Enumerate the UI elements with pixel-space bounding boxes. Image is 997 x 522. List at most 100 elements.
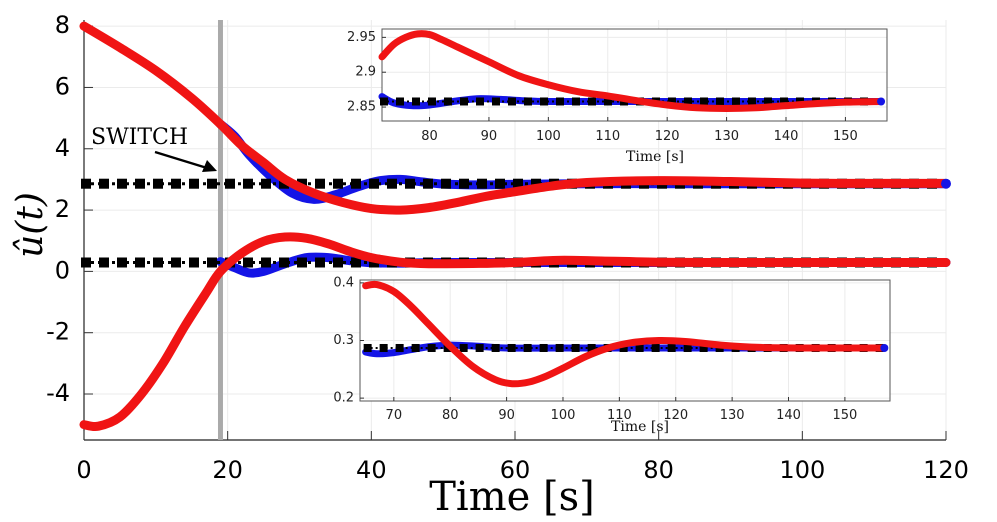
inset-top-reference-marker-0 — [380, 97, 388, 106]
upper-reference-marker-3 — [135, 178, 145, 189]
main-y-tick-label-4: 4 — [55, 134, 70, 162]
upper-reference-marker-7 — [207, 178, 217, 189]
main-x-tick-label-0: 0 — [76, 456, 91, 484]
upper-blue-end-marker — [941, 178, 951, 189]
main-x-tick-label-4: 80 — [643, 456, 674, 484]
upper-reference-marker-10 — [261, 178, 271, 189]
upper-reference-marker-1 — [99, 178, 109, 189]
main-y-axis-label-group: û(t) — [10, 192, 51, 258]
inset-bottom-reference-marker-6 — [459, 343, 468, 352]
main-y-axis-label-paren: (t) — [10, 192, 51, 235]
main-series-group — [79, 20, 951, 440]
upper-reference-marker-17 — [387, 178, 397, 189]
upper-reference-marker-19 — [423, 178, 433, 189]
main-x-axis-label: Time [s] — [429, 474, 595, 520]
main-x-tick-label-5: 100 — [779, 456, 825, 484]
main-y-tick-label-2: 0 — [55, 256, 70, 284]
main-x-tick-label-6: 120 — [923, 456, 969, 484]
inset-bottom-reference-marker-0 — [363, 343, 372, 352]
inset-top-x-tick-label-0: 80 — [421, 129, 438, 144]
inset-top-reference-marker-9 — [524, 97, 532, 106]
inset-top-x-axis-label: Time [s] — [626, 149, 684, 165]
inset-bottom-blue-end-marker — [880, 343, 889, 352]
inset-top-reference-marker-3 — [428, 97, 436, 106]
upper-reference-marker-25 — [531, 178, 541, 189]
inset-bottom-x-tick-label-2: 90 — [498, 408, 515, 423]
inset-top-x-tick-label-3: 110 — [595, 129, 620, 144]
inset-top-y-tick-label-0: 2.85 — [347, 100, 376, 115]
inset-bottom-series-group — [362, 280, 889, 388]
inset-top-series-group — [378, 30, 886, 112]
inset-bottom-reference-marker-2 — [395, 343, 404, 352]
inset-top-x-tick-label-4: 120 — [655, 129, 680, 144]
inset-bottom-x-tick-label-7: 140 — [776, 408, 801, 423]
lower-reference-marker-3 — [135, 257, 145, 268]
lower-reference-marker-12 — [297, 257, 307, 268]
inset-bottom-chart: 70 80 90 100 110 120 130 140 150 0.2 0.3 0.4 — [333, 275, 891, 423]
inset-bottom-x-tick-label-0: 70 — [386, 408, 403, 423]
upper-reference-marker-20 — [441, 178, 451, 189]
upper-reference-marker-2 — [117, 178, 127, 189]
inset-top-reference-marker-23 — [748, 97, 756, 106]
lower-reference-marker-1 — [99, 257, 109, 268]
main-y-tick-label-0: -4 — [46, 379, 70, 407]
inset-bottom-reference-marker-9 — [507, 343, 516, 352]
inset-bottom-x-tick-label-8: 150 — [832, 408, 857, 423]
inset-bottom-x-axis-label: Time [s] — [611, 419, 669, 435]
inset-bottom-reference-marker-11 — [539, 343, 548, 352]
lower-reference-marker-14 — [333, 257, 343, 268]
inset-bottom-reference-marker-20 — [683, 343, 692, 352]
inset-top-reference-marker-2 — [412, 97, 420, 106]
upper-reference-marker-6 — [189, 178, 199, 189]
inset-bottom-x-tick-label-3: 100 — [551, 408, 576, 423]
inset-bottom-y-tick-label-2: 0.4 — [333, 275, 354, 290]
inset-bottom-reference-marker-17 — [635, 343, 644, 352]
inset-top-reference-marker-18 — [668, 97, 676, 106]
upper-reference-marker-24 — [513, 178, 523, 189]
lower-reference-marker-13 — [315, 257, 325, 268]
inset-top-blue-end-marker — [877, 97, 886, 106]
inset-top-reference-marker-10 — [540, 97, 548, 106]
upper-reference-marker-23 — [495, 178, 505, 189]
inset-top-reference-marker-20 — [700, 97, 708, 106]
lower-reference-marker-6 — [189, 257, 199, 268]
switch-annotation-label: SWITCH — [91, 125, 188, 150]
main-x-tick-label-3: 60 — [500, 456, 531, 484]
lower-reference-marker-7 — [207, 257, 217, 268]
inset-top-y-tick-label-1: 2.9 — [355, 65, 376, 80]
inset-bottom-x-tick-label-1: 80 — [442, 408, 459, 423]
inset-top-reference-marker-25 — [780, 97, 788, 106]
upper-reference-marker-18 — [405, 178, 415, 189]
inset-top-x-tick-label-7: 150 — [833, 129, 858, 144]
lower-reference-marker-5 — [171, 257, 181, 268]
inset-bottom-reference-marker-4 — [427, 343, 436, 352]
lower-reference-marker-10 — [261, 257, 271, 268]
inset-bottom-reference-marker-1 — [379, 343, 388, 352]
inset-bottom-reference-marker-14 — [587, 343, 596, 352]
inset-top-reference-marker-8 — [508, 97, 516, 106]
inset-bottom-x-tick-label-5: 120 — [663, 408, 688, 423]
main-x-tick-label-2: 40 — [356, 456, 387, 484]
lower-reference-marker-9 — [243, 257, 253, 268]
inset-top-red-line — [378, 30, 885, 112]
inset-bottom-x-tick-label-6: 130 — [720, 408, 745, 423]
inset-bottom-reference-marker-8 — [491, 343, 500, 352]
lower-reference-marker-0 — [81, 257, 91, 268]
inset-top-x-tick-label-2: 100 — [536, 129, 561, 144]
inset-top-reference-marker-13 — [588, 97, 596, 106]
inset-bottom-reference-marker-10 — [523, 343, 532, 352]
inset-top-chart: 80 90 100 110 120 130 140 150 2.85 2.9 2.95 — [347, 28, 888, 144]
inset-top-reference-marker-4 — [444, 97, 452, 106]
upper-reference-marker-22 — [477, 178, 487, 189]
inset-bottom-red-line — [362, 280, 888, 388]
inset-top-x-tick-label-5: 130 — [714, 129, 739, 144]
inset-top-reference-marker-11 — [556, 97, 564, 106]
main-y-axis-label-base: û — [10, 235, 51, 258]
inset-bottom-reference-marker-12 — [555, 343, 564, 352]
inset-bottom-reference-marker-7 — [475, 343, 484, 352]
upper-reference-marker-16 — [369, 178, 379, 189]
inset-bottom-y-tick-label-1: 0.3 — [333, 333, 354, 348]
lower-reference-marker-11 — [279, 257, 289, 268]
main-y-tick-label-3: 2 — [55, 195, 70, 223]
main-y-tick-label-6: 8 — [55, 11, 70, 39]
